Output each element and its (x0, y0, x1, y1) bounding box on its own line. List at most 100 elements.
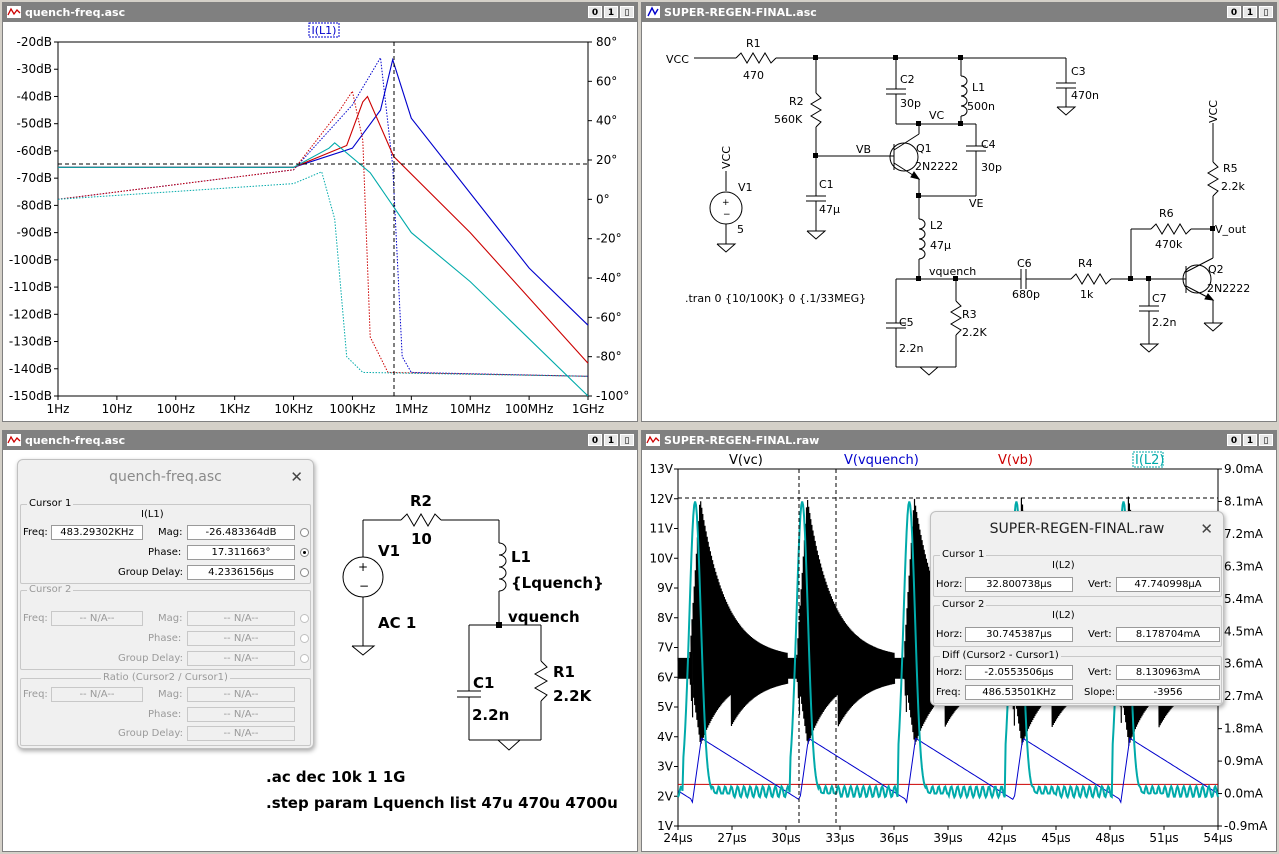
horz-field[interactable]: -2.0553506µs (965, 665, 1073, 680)
restore-button[interactable]: 1 (1243, 434, 1257, 446)
mag-field[interactable]: -26.483364dB (187, 525, 295, 540)
cursor1-group: Cursor 1 I(L2) Horz: 32.800738µs Vert: 4… (933, 549, 1222, 597)
r2-label: R2 (789, 95, 804, 108)
y-tick-label: 13V (650, 462, 674, 476)
quench-schematic[interactable]: + − R2 10 V1 AC 1 L1 {Lquench} vquench C1… (3, 450, 637, 851)
trace-name: I(L2) (1052, 610, 1075, 621)
freq-label: Freq: (23, 689, 48, 700)
close-button[interactable]: ▯ (620, 6, 634, 18)
legend-vquench[interactable]: V(vquench) (844, 453, 919, 468)
vb-net-label: VB (856, 143, 871, 156)
legend-il2-box[interactable] (1132, 451, 1164, 468)
y2-tick-label: -60° (596, 310, 622, 324)
trace-label[interactable]: I(L1) (312, 24, 337, 37)
x-tick-label: 10KHz (274, 402, 312, 416)
close-button[interactable]: ▯ (1259, 6, 1273, 18)
vquench-net-label: vquench (508, 608, 580, 626)
x-tick-label: 1MHz (395, 402, 428, 416)
super-regen-schematic[interactable]: VCC R1 470 R2 560K C2 30p L1 500n C3 470… (642, 22, 1276, 421)
bode-chart[interactable]: 1Hz 10Hz 100Hz 1KHz 10KHz 100KHz 1MHz 10MHz 100M… (3, 22, 637, 421)
c6-label: C6 (1017, 257, 1032, 270)
c4-value: 30p (981, 161, 1002, 174)
titlebar[interactable]: quench-freq.asc 0 1 ▯ (3, 431, 637, 450)
legend-vc[interactable]: V(vc) (729, 453, 763, 468)
freq-field[interactable]: 483.29302KHz (51, 525, 143, 540)
y-tick-label: 12V (650, 492, 674, 506)
y-tick-label: -100dB (9, 253, 52, 267)
y2-tick-label: 20° (596, 153, 617, 167)
magnitude-trace[interactable] (58, 95, 589, 364)
minimize-button[interactable]: 0 (588, 6, 602, 18)
minimize-button[interactable]: 0 (1227, 6, 1241, 18)
y-tick-label: -60dB (17, 144, 52, 158)
schematic-icon (646, 6, 660, 18)
legend-il2[interactable]: I(L2) (1135, 453, 1165, 468)
phase-trace[interactable] (57, 89, 589, 377)
phase-trace[interactable] (57, 56, 589, 377)
phase-field: -- N/A-- (187, 707, 295, 722)
svg-text:VCC: VCC (720, 146, 733, 169)
vert-field[interactable]: 47.740998µA (1116, 577, 1220, 592)
c4-label: C4 (981, 138, 996, 151)
group-delay-label: Group Delay: (118, 567, 183, 578)
vert-label: Vert: (1088, 579, 1112, 590)
close-button[interactable]: ▯ (1259, 434, 1273, 446)
vert-field[interactable]: 8.130963mA (1116, 665, 1220, 680)
window-title: quench-freq.asc (25, 6, 126, 19)
ac-directive: .ac dec 10k 1 1G (266, 768, 405, 786)
x-tick-label: 100KHz (329, 402, 375, 416)
titlebar[interactable]: SUPER-REGEN-FINAL.asc 0 1 ▯ (642, 3, 1276, 22)
y-tick-label: -90dB (17, 226, 52, 240)
horz-field[interactable]: 32.800738µs (965, 577, 1073, 592)
restore-button[interactable]: 1 (604, 434, 618, 446)
y2-tick-label: -0.9mA (1224, 819, 1268, 833)
close-icon[interactable]: ✕ (1200, 520, 1213, 538)
r5-value: 2.2k (1221, 180, 1245, 193)
r3-label: R3 (962, 308, 977, 321)
q1-label: Q1 (916, 142, 932, 155)
r1-label: R1 (553, 663, 575, 681)
y2-tick-label: 60° (596, 74, 617, 88)
group-delay-radio[interactable] (300, 568, 309, 577)
restore-button[interactable]: 1 (604, 6, 618, 18)
minimize-button[interactable]: 0 (588, 434, 602, 446)
cursor-dialog[interactable]: quench-freq.asc ✕ Cursor 1 I(L1) Freq: 4… (17, 459, 314, 749)
y-tick-label: 10V (650, 551, 674, 565)
vert-field[interactable]: 8.178704mA (1116, 627, 1220, 642)
close-icon[interactable]: ✕ (290, 468, 303, 486)
phase-radio[interactable] (300, 548, 309, 557)
c2-label: C2 (900, 73, 915, 86)
dialog-title: quench-freq.asc (109, 469, 222, 485)
l1-label: L1 (511, 548, 531, 566)
group-delay-label: Group Delay: (118, 728, 183, 739)
group-delay-field: -- N/A-- (187, 651, 295, 666)
svg-text:−: − (723, 210, 731, 220)
waveform-icon (7, 6, 21, 18)
raw-cursor-dialog[interactable]: SUPER-REGEN-FINAL.raw ✕ Cursor 1 I(L2) H… (930, 511, 1224, 706)
restore-button[interactable]: 1 (1243, 6, 1257, 18)
group-delay-field[interactable]: 4.2336156µs (187, 565, 295, 580)
legend-vb[interactable]: V(vb) (998, 453, 1033, 468)
c2-value: 30p (900, 97, 921, 110)
y2-tick-label: 0.9mA (1224, 754, 1264, 768)
freq-field: -- N/A-- (51, 611, 143, 626)
y-tick-label: 8V (657, 611, 674, 625)
vquench-trace[interactable] (677, 737, 1217, 804)
mag-radio[interactable] (300, 528, 309, 537)
freq-field[interactable]: 486.53501KHz (965, 685, 1073, 700)
y2-tick-label: 9.0mA (1224, 462, 1264, 476)
slope-field[interactable]: -3956 (1116, 685, 1220, 700)
v1-value: AC 1 (378, 614, 416, 632)
horz-field[interactable]: 30.745387µs (965, 627, 1073, 642)
phase-trace[interactable] (57, 171, 589, 377)
minimize-button[interactable]: 0 (1227, 434, 1241, 446)
phase-field[interactable]: 17.311663° (187, 545, 295, 560)
group-label: Cursor 1 (27, 498, 74, 509)
titlebar[interactable]: quench-freq.asc 0 1 ▯ (3, 3, 637, 22)
y-tick-label: -140dB (9, 362, 52, 376)
y-tick-label: 4V (657, 730, 674, 744)
c7-label: C7 (1152, 292, 1167, 305)
trace-label-box[interactable] (308, 22, 340, 38)
titlebar[interactable]: SUPER-REGEN-FINAL.raw 0 1 ▯ (642, 431, 1276, 450)
close-button[interactable]: ▯ (620, 434, 634, 446)
